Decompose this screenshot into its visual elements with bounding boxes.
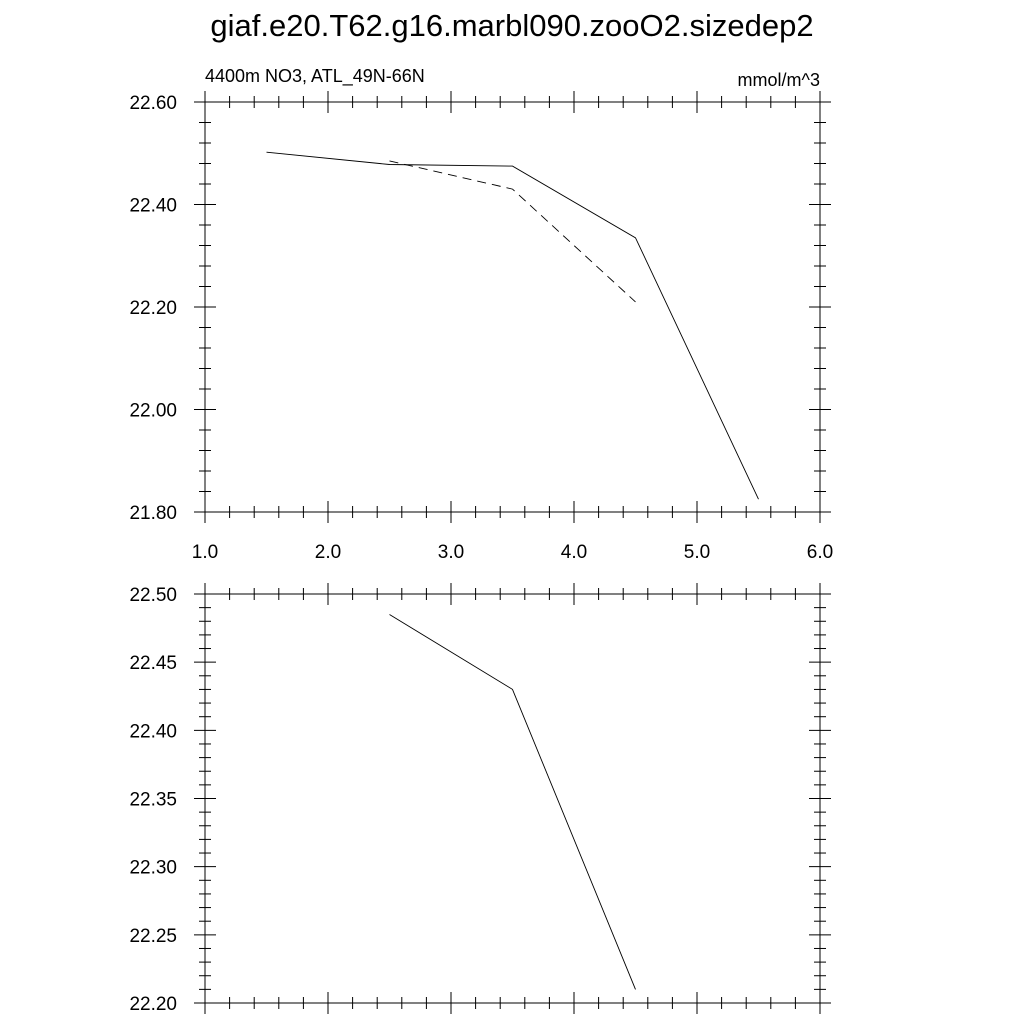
y-tick-label: 22.25: [129, 926, 177, 947]
y-tick-label: 22.30: [129, 858, 177, 879]
y-tick-label: 22.40: [129, 721, 177, 742]
x-tick-label: 2.0: [315, 542, 341, 563]
top-panel-subtitle: 4400m NO3, ATL_49N-66N: [205, 66, 425, 87]
y-tick-label: 22.35: [129, 790, 177, 811]
x-tick-label: 4.0: [561, 542, 587, 563]
x-tick-label: 6.0: [807, 542, 833, 563]
y-tick-label: 22.60: [129, 93, 177, 114]
x-tick-label: 1.0: [192, 542, 218, 563]
top-panel: 4400m NO3, ATL_49N-66N mmol/m^3 1.0 2.0 3.…: [129, 66, 833, 563]
y-tick-label: 21.80: [129, 503, 177, 524]
y-tick-label: 22.20: [129, 298, 177, 319]
y-tick-label: 22.40: [129, 196, 177, 217]
y-tick-label: 22.20: [129, 994, 177, 1015]
series-line-1: [389, 614, 636, 990]
y-tick-label: 22.00: [129, 401, 177, 422]
series-line-2: [389, 160, 636, 303]
y-tick-label: 22.45: [129, 653, 177, 674]
plot-frame: [204, 593, 821, 1004]
plot-frame: [204, 101, 821, 513]
chart-title: giaf.e20.T62.g16.marbl090.zooO2.sizedep2: [210, 8, 814, 43]
y-tick-label: 22.50: [129, 585, 177, 606]
x-tick-label: 3.0: [438, 542, 464, 563]
x-tick-label: 5.0: [684, 542, 710, 563]
series-line-1: [266, 151, 759, 500]
bottom-panel: 22.20 22.25 22.30 22.35 22.40 22.45 22.50: [129, 583, 831, 1015]
top-panel-units: mmol/m^3: [738, 70, 820, 90]
